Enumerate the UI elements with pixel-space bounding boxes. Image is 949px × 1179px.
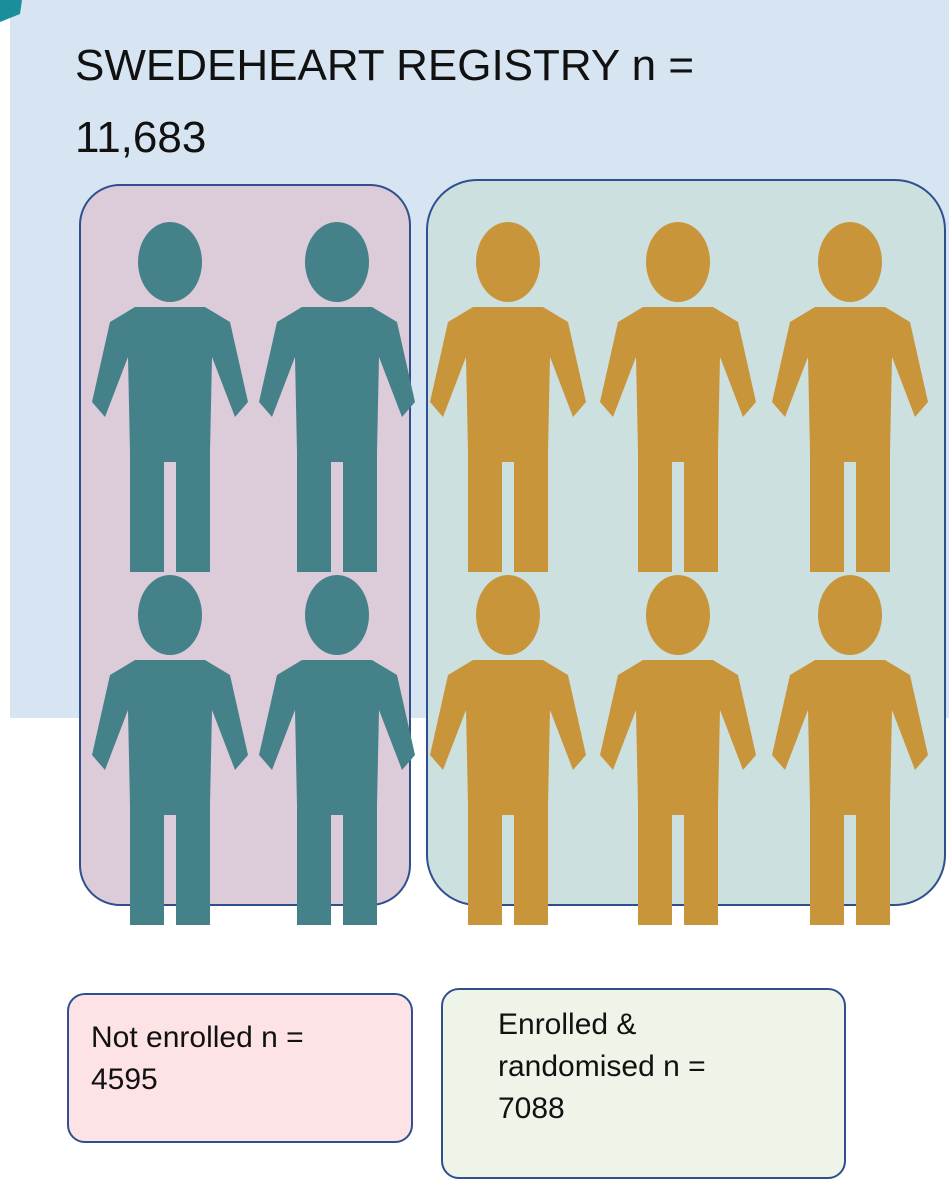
corner-fragment xyxy=(0,0,22,22)
title: SWEDEHEART REGISTRY n = 11,683 xyxy=(75,41,695,162)
not-enrolled-label: Not enrolled n = 4595 xyxy=(91,1021,304,1096)
enrolled-box: Enrolled & randomised n = 7088 xyxy=(441,988,846,1179)
not-enrolled-box: Not enrolled n = 4595 xyxy=(67,993,413,1143)
enrolled-label: Enrolled & randomised n = 7088 xyxy=(498,1008,706,1125)
